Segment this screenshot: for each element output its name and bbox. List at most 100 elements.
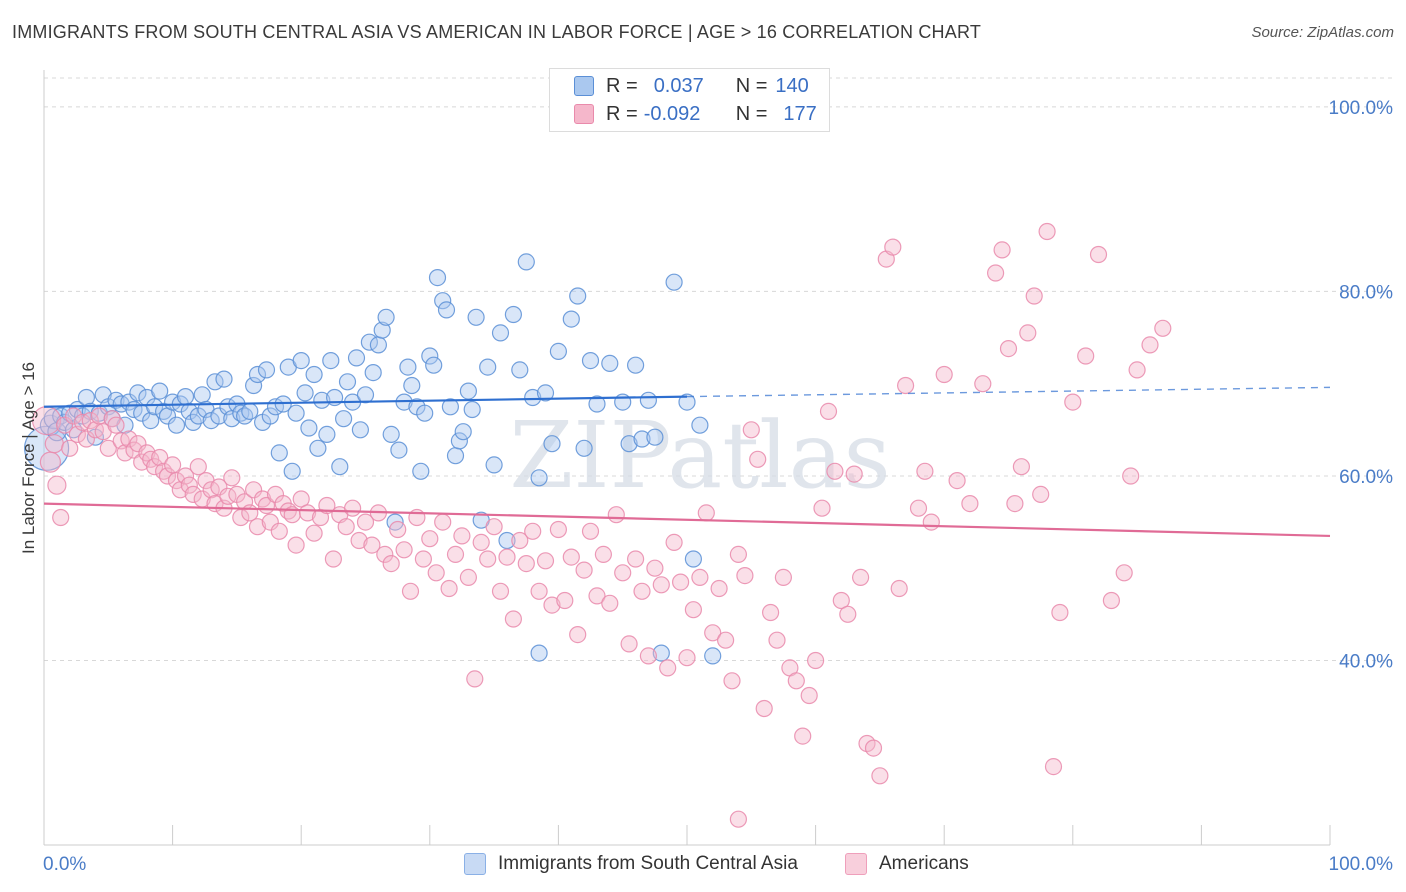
point-americans <box>729 545 748 564</box>
point-immigrants <box>347 349 366 367</box>
point-americans <box>626 550 645 568</box>
tick-labels: 40.0% 60.0% 80.0% 100.0% 0.0% 100.0% <box>43 98 1393 875</box>
point-immigrants <box>322 352 340 370</box>
legend-swatch-pink <box>574 104 594 124</box>
point-americans <box>922 513 940 531</box>
point-americans <box>1128 361 1146 379</box>
point-americans <box>453 527 471 545</box>
point-americans <box>511 531 529 550</box>
point-americans <box>1038 222 1056 241</box>
point-immigrants <box>313 391 331 409</box>
point-americans <box>678 649 696 667</box>
legend-row-immigrants: R = 0.037 N = 140 <box>550 72 809 100</box>
legend-n-value: 177 <box>783 102 817 125</box>
point-immigrants <box>309 439 327 457</box>
point-americans <box>530 582 548 600</box>
point-immigrants <box>504 305 523 324</box>
point-americans <box>755 699 773 718</box>
point-americans <box>414 550 432 568</box>
point-americans <box>261 513 279 531</box>
point-americans <box>466 670 484 688</box>
point-immigrants <box>639 391 658 409</box>
point-americans <box>993 241 1011 259</box>
point-americans <box>167 472 186 490</box>
point-americans <box>884 238 902 256</box>
point-americans <box>839 605 857 623</box>
point-immigrants <box>287 404 305 422</box>
y-tick-label: 60.0% <box>1339 467 1393 488</box>
point-immigrants <box>524 388 542 407</box>
point-americans <box>1012 458 1031 476</box>
point-immigrants <box>536 384 555 402</box>
point-americans <box>813 499 831 517</box>
point-immigrants <box>581 352 600 370</box>
point-immigrants <box>364 364 382 382</box>
point-americans <box>223 469 241 487</box>
point-americans <box>749 450 767 468</box>
point-americans <box>1006 495 1024 513</box>
bottom-legend-label-americans: Americans <box>879 853 969 874</box>
source-label: Source: ZipAtlas.com <box>1251 24 1394 41</box>
point-immigrants <box>428 269 447 287</box>
point-immigrants <box>511 361 529 379</box>
point-immigrants <box>485 456 503 474</box>
point-americans <box>768 631 786 649</box>
point-americans <box>146 458 164 476</box>
bottom-legend-americans: Americans <box>845 851 969 877</box>
point-immigrants <box>318 425 336 443</box>
point-immigrants <box>620 435 638 453</box>
point-americans <box>236 493 254 511</box>
point-americans <box>652 576 670 594</box>
point-immigrants <box>215 370 233 388</box>
point-americans <box>864 739 883 757</box>
legend-n-value: 140 <box>775 74 809 97</box>
trend-lines <box>43 386 1331 538</box>
point-americans <box>736 566 754 585</box>
bottom-legend-swatch-blue <box>464 853 486 875</box>
bottom-legend-swatch-pink <box>845 853 867 875</box>
point-immigrants <box>151 382 169 400</box>
y-tick-label: 40.0% <box>1339 651 1393 672</box>
point-americans <box>575 561 593 579</box>
point-immigrants <box>351 421 369 439</box>
point-americans <box>324 550 342 568</box>
point-americans <box>1115 564 1133 582</box>
point-americans <box>729 810 748 828</box>
point-americans <box>292 490 310 508</box>
point-americans <box>890 579 908 598</box>
point-immigrants <box>403 376 421 395</box>
point-immigrants <box>356 386 375 404</box>
x-tick-label: 0.0% <box>43 854 86 875</box>
point-americans <box>337 518 355 536</box>
point-americans <box>99 439 117 457</box>
point-immigrants <box>412 462 430 480</box>
point-immigrants <box>665 273 683 291</box>
point-americans <box>184 485 202 503</box>
point-immigrants <box>257 361 276 379</box>
point-americans <box>189 458 207 476</box>
point-immigrants <box>377 308 395 326</box>
point-americans <box>491 582 510 600</box>
legend: R = 0.037 N = 140 R = -0.092 N = 177 <box>549 68 830 132</box>
point-immigrants <box>652 644 670 662</box>
point-immigrants <box>626 356 645 374</box>
point-americans <box>819 402 838 420</box>
point-americans <box>704 624 722 642</box>
point-immigrants <box>300 419 318 437</box>
point-immigrants <box>459 382 477 400</box>
point-americans <box>974 375 992 393</box>
point-americans <box>671 573 690 591</box>
point-americans <box>248 518 267 536</box>
point-americans <box>1077 347 1095 365</box>
point-americans <box>210 478 228 496</box>
point-americans <box>543 596 561 614</box>
point-americans <box>1089 245 1108 264</box>
chart-title: IMMIGRANTS FROM SOUTH CENTRAL ASIA VS AM… <box>12 22 982 42</box>
point-americans <box>697 504 715 522</box>
point-immigrants <box>704 647 722 665</box>
point-americans <box>633 582 651 600</box>
point-americans <box>517 554 535 573</box>
point-americans <box>774 568 793 587</box>
axes <box>43 70 1331 846</box>
